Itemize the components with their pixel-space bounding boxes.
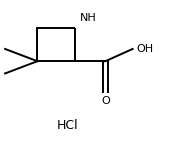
Text: OH: OH <box>136 44 153 54</box>
Text: HCl: HCl <box>57 119 79 132</box>
Text: O: O <box>101 96 110 106</box>
Text: NH: NH <box>80 13 97 23</box>
